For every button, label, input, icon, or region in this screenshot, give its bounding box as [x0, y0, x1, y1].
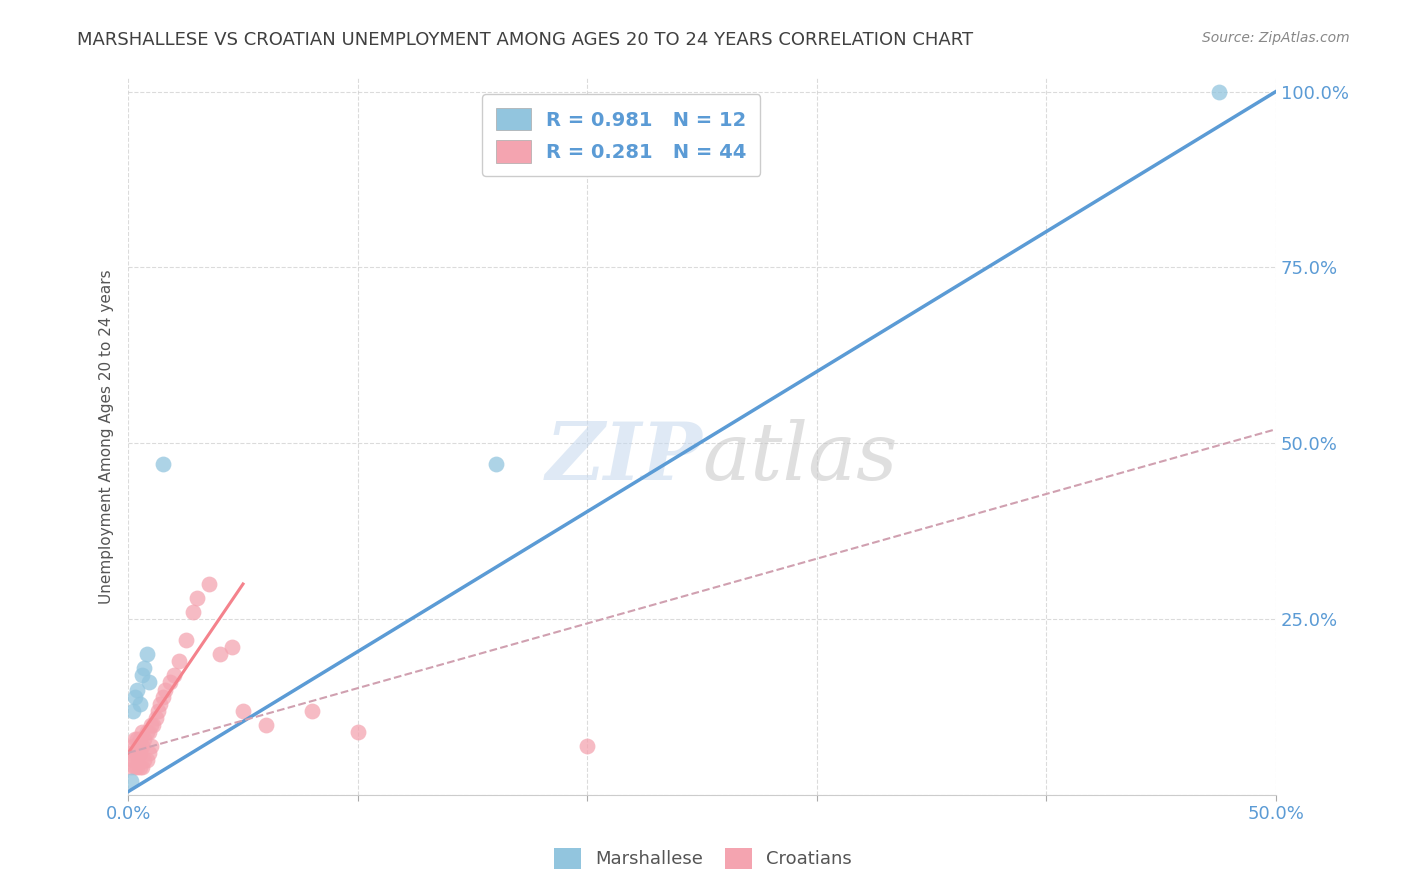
Point: [346, 724, 368, 739]
Point: [121, 739, 143, 753]
Point: [120, 746, 142, 760]
Point: [134, 753, 156, 767]
Point: [124, 760, 146, 774]
Point: [135, 724, 157, 739]
Point: [128, 697, 150, 711]
Point: [131, 724, 153, 739]
Legend: Marshallese, Croatians: Marshallese, Croatians: [547, 840, 859, 876]
Point: [1208, 85, 1230, 99]
Point: [254, 717, 277, 731]
Point: [484, 458, 506, 472]
Point: [127, 760, 149, 774]
Point: [232, 704, 254, 718]
Point: [131, 739, 153, 753]
Point: [124, 690, 146, 704]
Point: [128, 731, 150, 746]
Point: [186, 591, 208, 605]
Point: [128, 746, 150, 760]
Point: [135, 648, 157, 662]
Point: [141, 717, 163, 731]
Point: [142, 717, 165, 731]
Point: [149, 697, 172, 711]
Point: [159, 675, 181, 690]
Point: [138, 724, 160, 739]
Point: [131, 668, 153, 682]
Text: atlas: atlas: [702, 419, 897, 497]
Point: [128, 760, 150, 774]
Point: [141, 739, 163, 753]
Point: [127, 731, 149, 746]
Point: [120, 760, 142, 774]
Text: ZIP: ZIP: [546, 419, 702, 497]
Point: [134, 731, 156, 746]
Point: [221, 640, 243, 655]
Point: [174, 633, 197, 648]
Text: MARSHALLESE VS CROATIAN UNEMPLOYMENT AMONG AGES 20 TO 24 YEARS CORRELATION CHART: MARSHALLESE VS CROATIAN UNEMPLOYMENT AMO…: [77, 31, 973, 49]
Point: [124, 746, 146, 760]
Point: [153, 682, 176, 697]
Point: [134, 661, 156, 675]
Legend: R = 0.981   N = 12, R = 0.281   N = 44: R = 0.981 N = 12, R = 0.281 N = 44: [482, 95, 761, 177]
Point: [145, 711, 167, 725]
Point: [181, 605, 204, 619]
Point: [135, 753, 157, 767]
Point: [197, 577, 219, 591]
Point: [121, 753, 143, 767]
Point: [576, 739, 599, 753]
Point: [124, 731, 146, 746]
Point: [209, 648, 232, 662]
Y-axis label: Unemployment Among Ages 20 to 24 years: Unemployment Among Ages 20 to 24 years: [100, 269, 114, 604]
Point: [121, 704, 143, 718]
Point: [146, 704, 169, 718]
Point: [127, 682, 149, 697]
Point: [152, 458, 174, 472]
Text: Source: ZipAtlas.com: Source: ZipAtlas.com: [1202, 31, 1350, 45]
Point: [167, 654, 190, 668]
Point: [127, 746, 149, 760]
Point: [163, 668, 186, 682]
Point: [138, 675, 160, 690]
Point: [138, 746, 160, 760]
Point: [131, 760, 153, 774]
Point: [301, 704, 323, 718]
Point: [120, 774, 142, 789]
Point: [152, 690, 174, 704]
